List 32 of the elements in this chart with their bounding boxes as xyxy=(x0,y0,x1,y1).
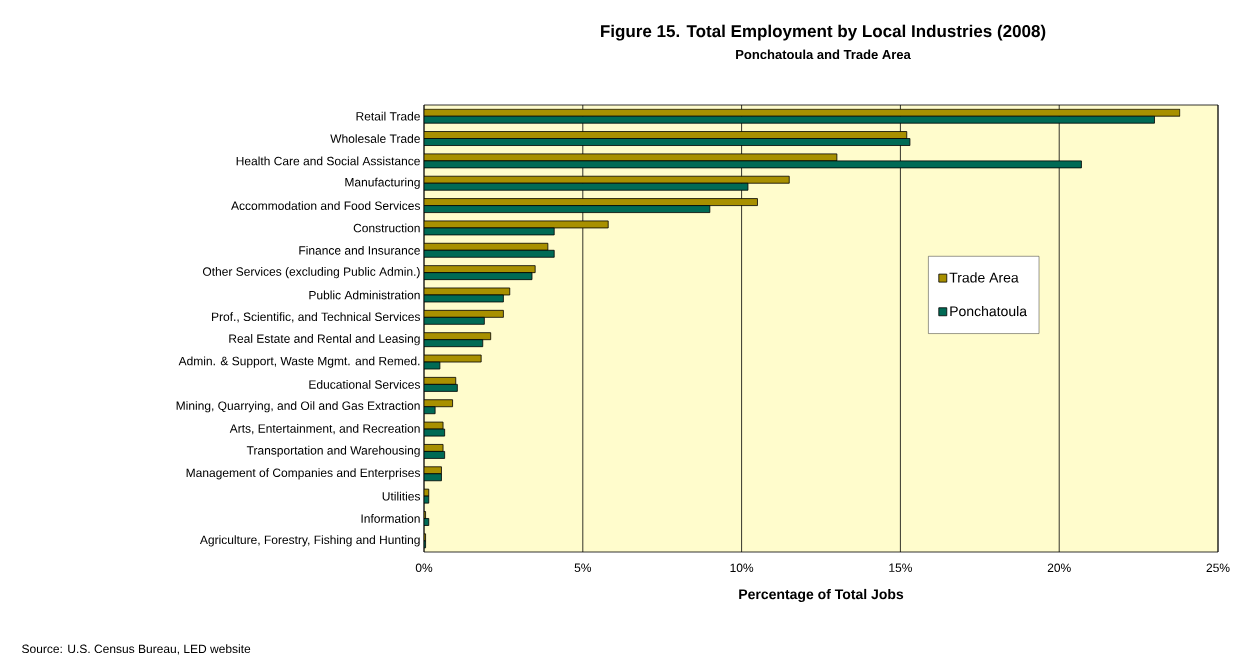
y-tick-label: Public Administration xyxy=(309,290,420,300)
y-tick-label: Manufacturing xyxy=(345,177,420,189)
x-tick-label: 25% xyxy=(1206,563,1230,573)
y-tick-label: Utilities xyxy=(382,491,421,501)
y-tick-label: Other Services (excluding Public Admin.) xyxy=(202,267,420,279)
y-tick-label: Accommodation and Food Services xyxy=(231,201,420,210)
y-tick-label: Construction xyxy=(353,223,420,233)
y-tick-label: Mining, Quarrying, and Oil and Gas Extraction xyxy=(176,401,420,413)
y-tick-label: Management of Companies and Enterprises xyxy=(186,468,420,480)
x-tick-label: 20% xyxy=(1047,563,1071,573)
x-tick-label: 15% xyxy=(889,563,912,572)
y-tick-label: Admin. & Support, Waste Mgmt. and Remed. xyxy=(178,356,420,368)
x-axis-title: Percentage of Total Jobs xyxy=(739,588,904,603)
y-tick-label: Agriculture, Forestry, Fishing and Hunting xyxy=(199,535,420,547)
y-tick-label: Wholesale Trade xyxy=(330,134,420,143)
y-tick-label: Transportation and Warehousing xyxy=(246,445,420,458)
y-tick-label: Retail Trade xyxy=(356,111,420,121)
y-tick-label: Prof., Scientific, and Technical Services xyxy=(212,312,421,323)
chart-subtitle: Ponchatoula and Trade Area xyxy=(736,49,911,60)
y-tick-label: Real Estate and Rental and Leasing xyxy=(229,334,420,346)
y-tick-label: Arts, Entertainment, and Recreation xyxy=(229,423,420,435)
legend-label: Ponchatoula xyxy=(950,305,1028,317)
y-tick-label: Finance and Insurance xyxy=(299,245,420,255)
x-tick-label: 5% xyxy=(574,563,592,572)
x-tick-label: 10% xyxy=(730,563,754,573)
y-tick-label: Information xyxy=(361,514,420,523)
legend-label: Trade Area xyxy=(949,272,1019,283)
source-note: Source: U.S. Census Bureau, LED website xyxy=(22,644,251,655)
y-tick-label: Health Care and Social Assistance xyxy=(236,156,420,166)
x-tick-label: 0% xyxy=(415,563,433,573)
chart-title: Figure 15. Total Employment by Local Industries (2008) xyxy=(601,24,1046,41)
y-tick-label: Educational Services xyxy=(309,379,421,389)
